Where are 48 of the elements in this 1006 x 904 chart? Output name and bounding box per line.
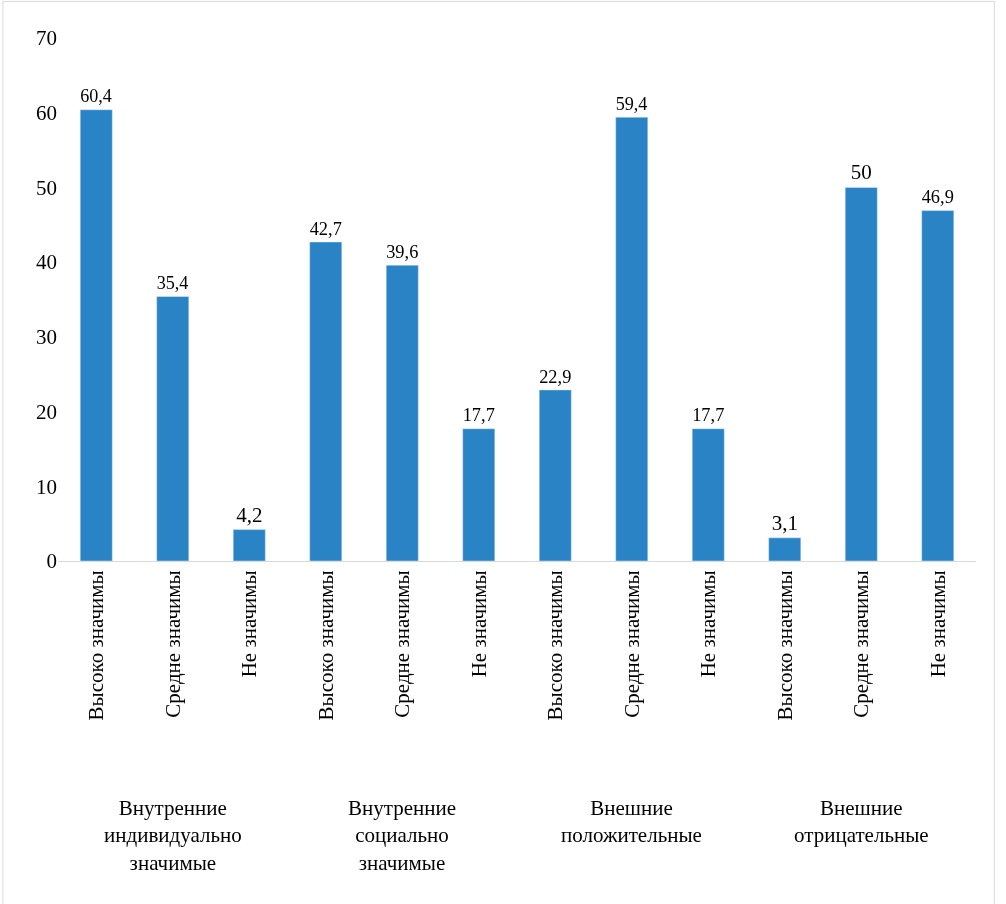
x-tick-label: Не значимы bbox=[466, 570, 491, 678]
text: Внешние отрицательные bbox=[794, 796, 929, 848]
bar bbox=[462, 428, 496, 561]
x-tick-label: Средне значимы bbox=[619, 570, 644, 718]
data-label: 59,4 bbox=[615, 93, 648, 114]
bar bbox=[232, 529, 266, 561]
y-tick-label: 40 bbox=[36, 250, 57, 275]
y-tick-label: 20 bbox=[36, 399, 57, 424]
x-tick-label: Средне значимы bbox=[160, 570, 185, 718]
x-tick-label: Средне значимы bbox=[390, 570, 415, 718]
bar bbox=[691, 428, 725, 561]
data-label: 22,9 bbox=[539, 366, 572, 387]
bar bbox=[768, 537, 802, 561]
x-tick-label: Высоко значимы bbox=[772, 570, 797, 721]
x-tick-label: Не значимы bbox=[696, 570, 721, 678]
y-tick-label: 10 bbox=[36, 474, 57, 499]
y-tick-label: 50 bbox=[36, 175, 57, 200]
data-label: 17,7 bbox=[692, 405, 725, 426]
bar bbox=[156, 296, 190, 561]
bar bbox=[921, 210, 955, 561]
x-tick-label: Не значимы bbox=[925, 570, 950, 678]
data-label: 50 bbox=[850, 160, 872, 185]
data-label: 46,9 bbox=[921, 187, 954, 208]
y-tick-label: 30 bbox=[36, 325, 57, 350]
text: Внутренние социально значимые bbox=[348, 796, 457, 875]
data-label: 60,4 bbox=[80, 86, 112, 107]
bar bbox=[615, 116, 649, 561]
data-label: 4,2 bbox=[236, 502, 263, 527]
bar bbox=[79, 109, 113, 561]
data-label: 35,4 bbox=[156, 273, 189, 294]
x-tick-label: Высоко значимы bbox=[84, 570, 109, 721]
y-tick-label: 70 bbox=[36, 26, 57, 51]
x-tick-label: Не значимы bbox=[237, 570, 262, 678]
text: Внутренние индивидуально значимые bbox=[104, 796, 242, 875]
data-label: 42,7 bbox=[309, 218, 342, 239]
bar bbox=[309, 241, 343, 561]
data-label: 39,6 bbox=[386, 241, 419, 262]
y-tick-label: 0 bbox=[46, 549, 57, 574]
y-tick-label: 60 bbox=[36, 101, 57, 126]
bar bbox=[385, 264, 419, 561]
x-tick-label: Высоко значимы bbox=[313, 570, 338, 721]
data-label: 17,7 bbox=[462, 405, 495, 426]
bar bbox=[538, 389, 572, 561]
data-label: 3,1 bbox=[771, 510, 798, 535]
text: Внешние положительные bbox=[561, 796, 702, 848]
x-tick-label: Средне значимы bbox=[849, 570, 874, 718]
x-tick-label: Высоко значимы bbox=[543, 570, 568, 721]
bar bbox=[844, 187, 878, 561]
